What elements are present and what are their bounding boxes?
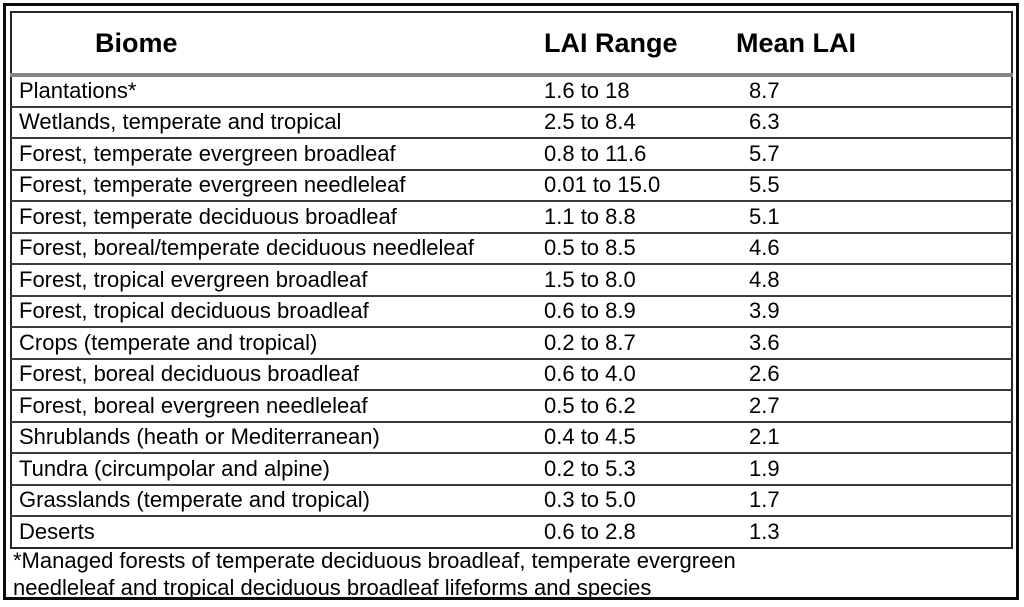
mean-lai-cell: 3.6: [736, 326, 1012, 359]
biome-cell: Forest, tropical evergreen broadleaf: [11, 263, 544, 296]
biome-cell: Deserts: [11, 515, 544, 548]
column-header-mean-lai: Mean LAI: [736, 12, 1012, 77]
footnote-line-1: *Managed forests of temperate deciduous …: [13, 548, 736, 573]
lai-range-cell: 1.1 to 8.8: [544, 200, 736, 233]
biome-cell: Forest, boreal evergreen needleleaf: [11, 389, 544, 422]
table-row: Wetlands, temperate and tropical 2.5 to …: [11, 105, 1012, 138]
mean-lai-cell: 8.7: [749, 78, 780, 104]
header-row: Biome LAI Range Mean LAI: [11, 12, 1012, 77]
table-row: Forest, boreal evergreen needleleaf 0.5 …: [11, 389, 1012, 422]
mean-lai-cell: 4.6: [736, 231, 1012, 264]
mean-lai-cell: 2.1: [736, 420, 1012, 453]
biome-cell: Forest, temperate deciduous broadleaf: [11, 200, 544, 233]
table-row: Forest, boreal/temperate deciduous needl…: [11, 231, 1012, 264]
biome-cell: Forest, tropical deciduous broadleaf: [11, 294, 544, 327]
lai-range-cell: 0.8 to 11.6: [544, 137, 736, 170]
lai-range-cell: 1.5 to 8.0: [544, 263, 736, 296]
table-row: Forest, temperate evergreen broadleaf 0.…: [11, 137, 1012, 170]
column-header-lai-range: LAI Range: [544, 12, 736, 77]
lai-range-cell: 0.2 to 8.7: [544, 326, 736, 359]
biome-cell: Forest, boreal deciduous broadleaf: [11, 357, 544, 390]
table-row: Forest, temperate evergreen needleleaf 0…: [11, 168, 1012, 201]
table-row: Forest, boreal deciduous broadleaf 0.6 t…: [11, 357, 1012, 390]
mean-lai-cell: 1.3: [736, 515, 1012, 548]
biome-cell: Forest, temperate evergreen needleleaf: [11, 168, 544, 201]
lai-range-cell: 0.6 to 2.8: [544, 515, 736, 548]
table-body: Plantations* 1.6 to 18 8.7 Wetlands, tem…: [11, 75, 1012, 548]
mean-lai-cell: 4.8: [736, 263, 1012, 296]
lai-range-cell: 0.4 to 4.5: [544, 420, 736, 453]
biome-cell: Forest, temperate evergreen broadleaf: [11, 137, 544, 170]
mean-lai-cell: 5.5: [736, 168, 1012, 201]
table-row: Grasslands (temperate and tropical) 0.3 …: [11, 483, 1012, 516]
lai-range-cell: 2.5 to 8.4: [544, 105, 736, 138]
lai-range-cell: 1.6 to 18: [544, 78, 630, 104]
lai-range-cell: 0.6 to 4.0: [544, 357, 736, 390]
lai-range-cell: 0.01 to 15.0: [544, 168, 736, 201]
lai-range-cell: 0.6 to 8.9: [544, 294, 736, 327]
biome-cell: Wetlands, temperate and tropical: [11, 105, 544, 138]
mean-lai-cell: 3.9: [736, 294, 1012, 327]
lai-range-cell: 0.5 to 8.5: [544, 231, 736, 264]
biome-cell: Crops (temperate and tropical): [11, 326, 544, 359]
outer-frame: Biome LAI Range Mean LAI Plantations* 1.…: [3, 3, 1019, 600]
mean-lai-cell: 2.6: [736, 357, 1012, 390]
mean-lai-cell: 5.1: [736, 200, 1012, 233]
biome-cell: Plantations*: [19, 78, 137, 104]
lai-table: Biome LAI Range Mean LAI Plantations* 1.…: [10, 11, 1013, 549]
mean-lai-cell: 1.9: [736, 452, 1012, 485]
column-header-biome: Biome: [11, 12, 544, 77]
table-row: Forest, tropical evergreen broadleaf 1.5…: [11, 263, 1012, 296]
biome-cell: Tundra (circumpolar and alpine): [11, 452, 544, 485]
mean-lai-cell: 6.3: [736, 105, 1012, 138]
lai-range-cell: 0.2 to 5.3: [544, 452, 736, 485]
footnote: *Managed forests of temperate deciduous …: [13, 547, 736, 601]
table-row: Forest, temperate deciduous broadleaf 1.…: [11, 200, 1012, 233]
mean-lai-cell: 2.7: [736, 389, 1012, 422]
biome-cell: Forest, boreal/temperate deciduous needl…: [11, 231, 544, 264]
table-row: Deserts 0.6 to 2.8 1.3: [11, 515, 1012, 548]
mean-lai-cell: 5.7: [736, 137, 1012, 170]
lai-range-cell: 0.5 to 6.2: [544, 389, 736, 422]
table-row: Crops (temperate and tropical) 0.2 to 8.…: [11, 326, 1012, 359]
footnote-line-2: needleleaf and tropical deciduous broadl…: [13, 575, 652, 600]
table-row: Plantations* 1.6 to 18 8.7: [11, 75, 1012, 107]
mean-lai-cell: 1.7: [736, 483, 1012, 516]
biome-cell: Grasslands (temperate and tropical): [11, 483, 544, 516]
table-row: Forest, tropical deciduous broadleaf 0.6…: [11, 294, 1012, 327]
table-row: Tundra (circumpolar and alpine) 0.2 to 5…: [11, 452, 1012, 485]
biome-cell: Shrublands (heath or Mediterranean): [11, 420, 544, 453]
lai-range-cell: 0.3 to 5.0: [544, 483, 736, 516]
table-row: Shrublands (heath or Mediterranean) 0.4 …: [11, 420, 1012, 453]
